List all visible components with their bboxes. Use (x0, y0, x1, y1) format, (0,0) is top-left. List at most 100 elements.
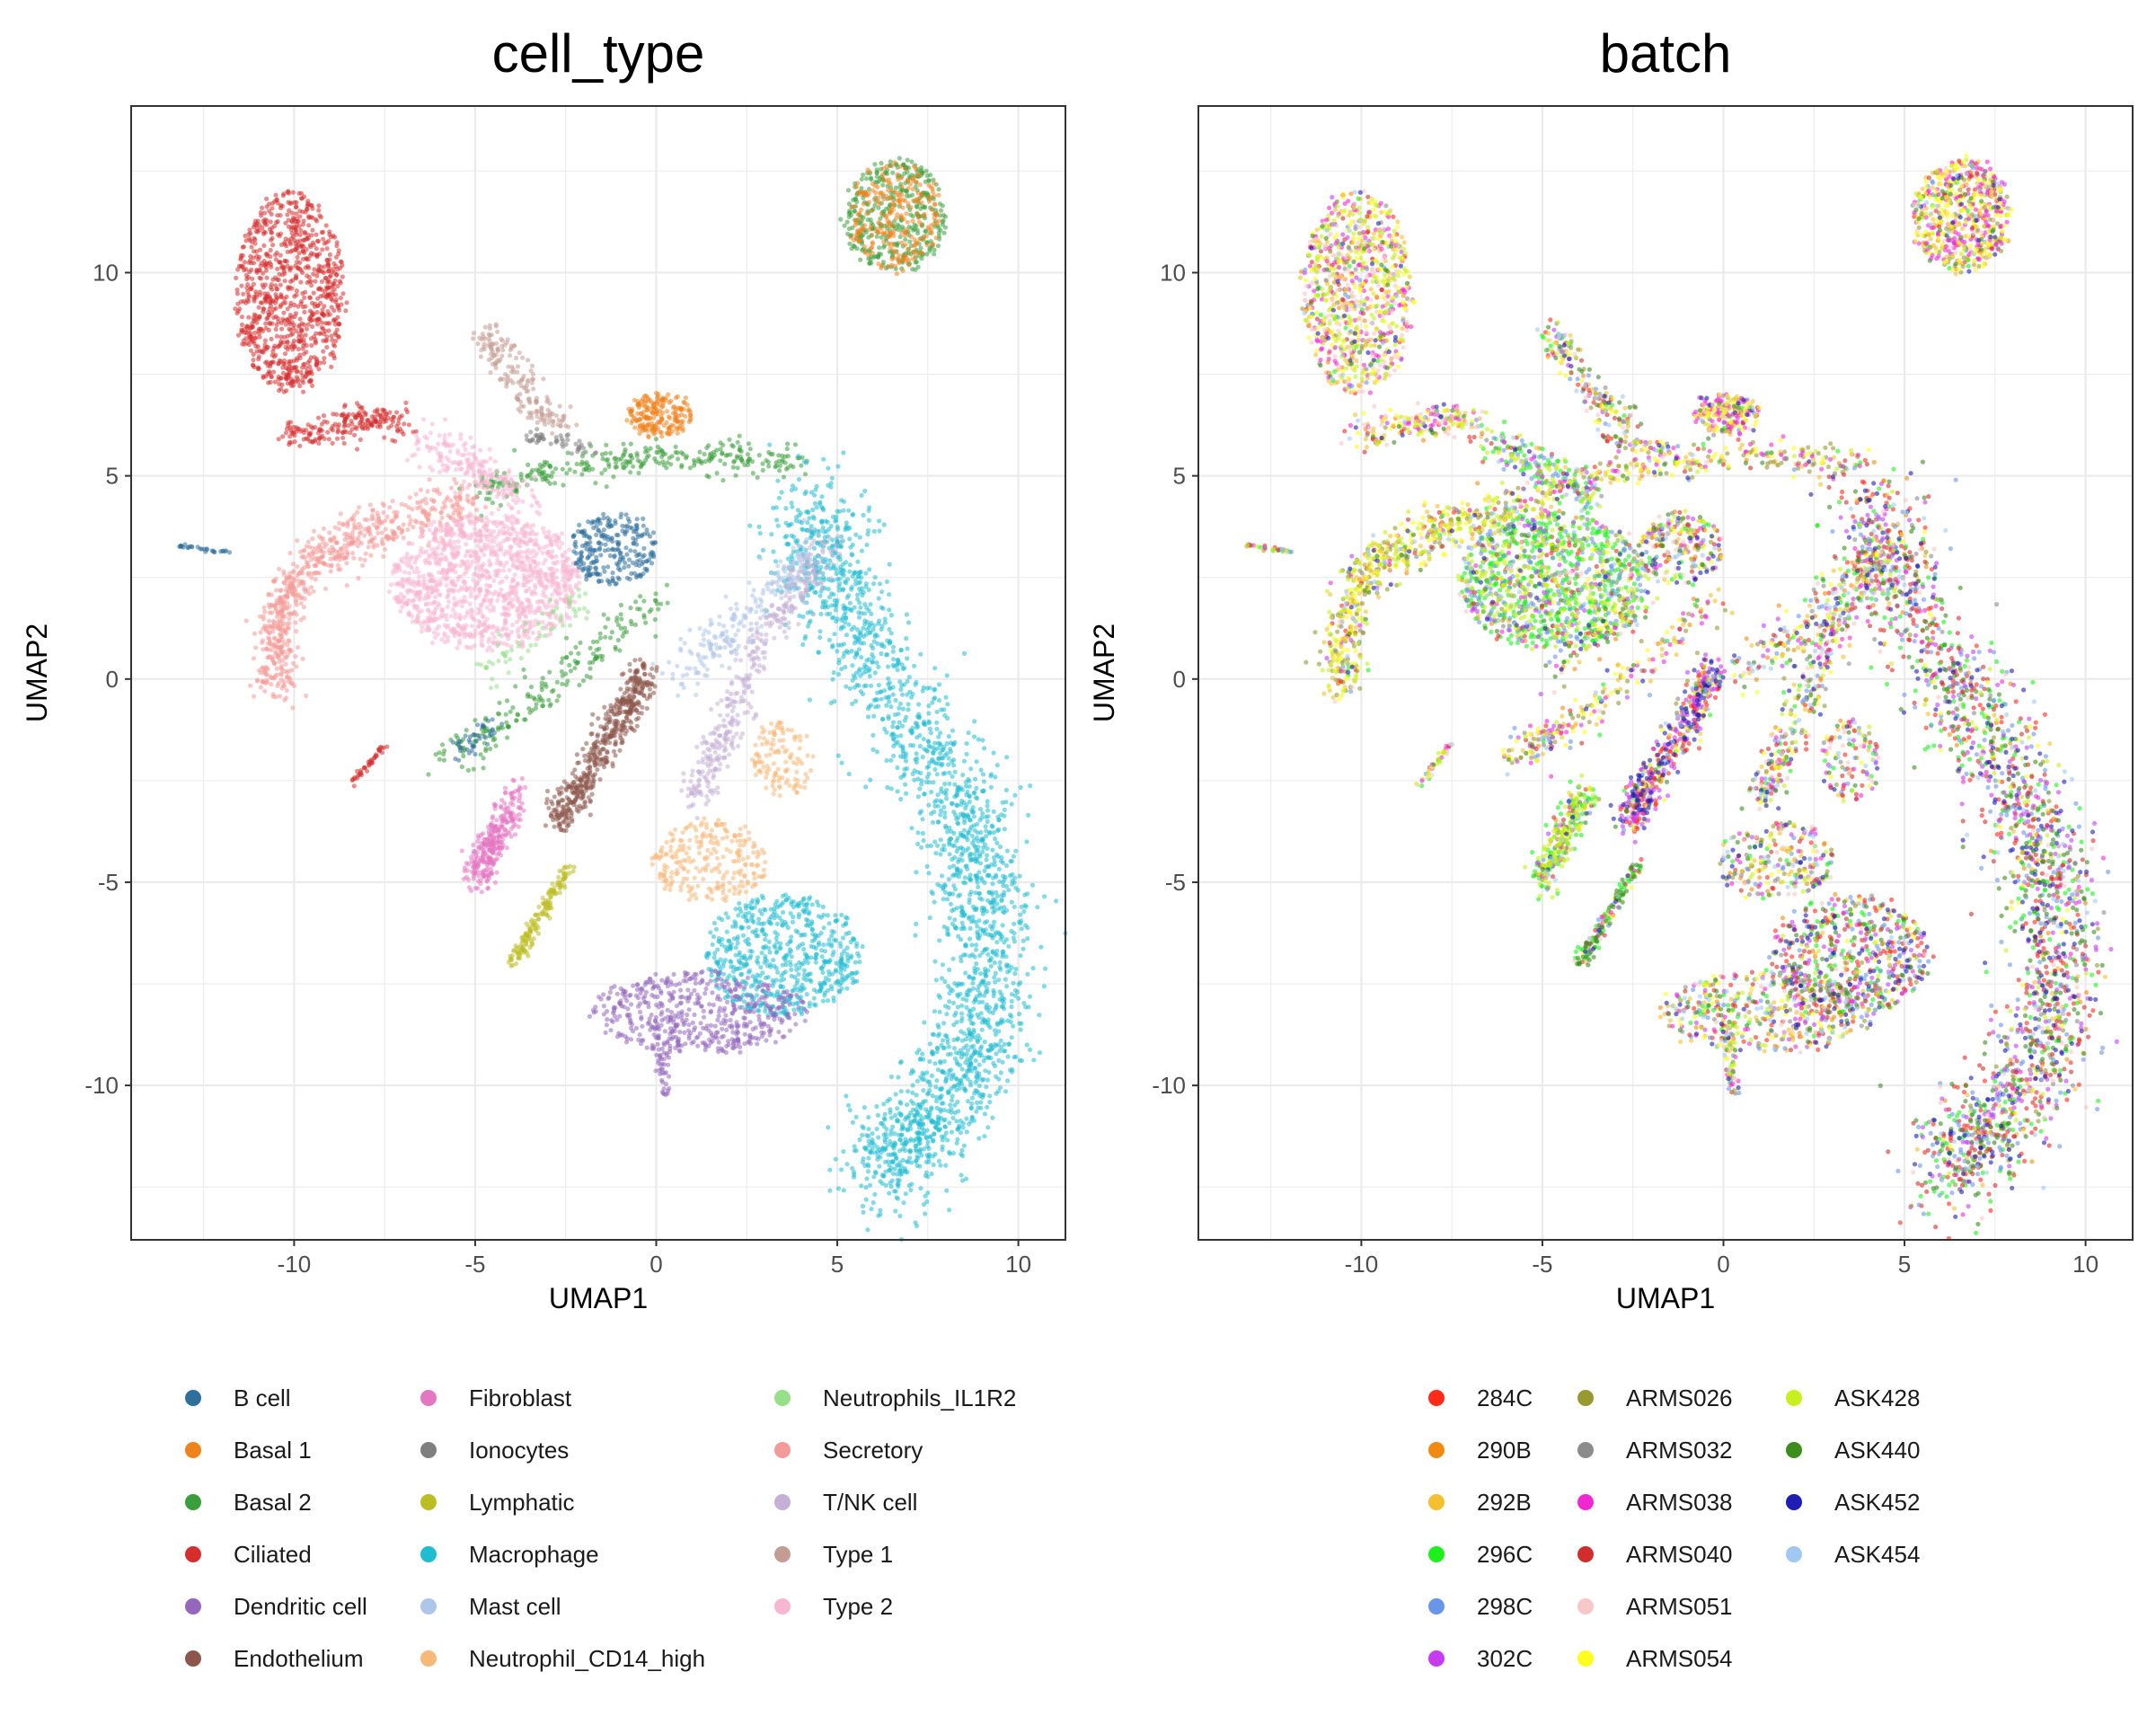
point (423, 513, 429, 519)
point (310, 323, 315, 330)
point (306, 275, 312, 280)
point (632, 425, 638, 430)
point (329, 305, 334, 310)
point (298, 596, 304, 601)
point (421, 580, 427, 586)
point (513, 355, 519, 361)
point (498, 541, 503, 546)
point (277, 260, 282, 265)
point (490, 471, 496, 476)
point (467, 601, 473, 606)
point (381, 553, 386, 559)
point (312, 355, 317, 360)
point (240, 328, 245, 333)
point (563, 682, 570, 687)
point (459, 603, 464, 609)
point (323, 329, 328, 334)
point (322, 359, 327, 365)
point (462, 479, 467, 484)
point (300, 270, 305, 276)
point (308, 318, 314, 323)
point (747, 456, 752, 462)
point (669, 454, 675, 459)
point (247, 337, 252, 342)
point (506, 606, 511, 612)
point (299, 243, 305, 248)
point (316, 287, 323, 292)
point (568, 650, 574, 656)
point (487, 447, 492, 452)
point (881, 165, 887, 171)
point (480, 548, 485, 553)
point (429, 421, 435, 427)
point (306, 214, 312, 219)
point (623, 545, 629, 551)
point (490, 591, 497, 597)
point (357, 410, 362, 415)
point (506, 632, 512, 638)
point (893, 185, 898, 190)
point (446, 638, 451, 643)
point (314, 359, 320, 365)
point (500, 348, 506, 353)
point (468, 594, 473, 599)
point (540, 703, 546, 709)
point (276, 437, 281, 442)
point (278, 334, 284, 340)
point (457, 638, 463, 643)
point (413, 556, 419, 562)
point (294, 602, 299, 607)
point (718, 440, 723, 446)
point (890, 170, 896, 175)
point (471, 473, 477, 479)
point (505, 379, 510, 385)
point (345, 552, 350, 557)
point (251, 656, 257, 661)
point (487, 533, 492, 538)
point (714, 447, 720, 453)
point (364, 768, 370, 774)
point (341, 424, 347, 429)
point (914, 241, 919, 246)
point (326, 547, 331, 553)
point (235, 332, 242, 338)
point (478, 610, 483, 615)
point (319, 325, 324, 331)
point (379, 540, 384, 545)
point (864, 211, 870, 217)
point (727, 437, 732, 442)
point (913, 166, 919, 172)
point (252, 631, 258, 636)
point (628, 459, 633, 465)
point (251, 315, 256, 321)
point (300, 291, 305, 296)
point (653, 437, 659, 442)
point (634, 451, 640, 456)
point (473, 632, 478, 637)
point (263, 360, 269, 366)
point (526, 377, 531, 383)
point (258, 276, 264, 281)
point (859, 207, 864, 212)
point (515, 364, 521, 369)
point (773, 464, 778, 470)
point (853, 208, 858, 214)
point (411, 429, 416, 435)
point (436, 441, 441, 447)
point (898, 175, 904, 181)
point (601, 511, 606, 517)
point (446, 513, 451, 518)
point (777, 468, 782, 473)
point (653, 633, 658, 640)
point (714, 471, 720, 476)
point (468, 435, 473, 440)
point (526, 358, 531, 363)
point (631, 464, 636, 469)
point (297, 260, 303, 265)
point (566, 424, 571, 429)
point (571, 549, 577, 554)
point (326, 437, 331, 442)
point (530, 630, 535, 635)
point (392, 596, 397, 601)
point (300, 346, 305, 351)
